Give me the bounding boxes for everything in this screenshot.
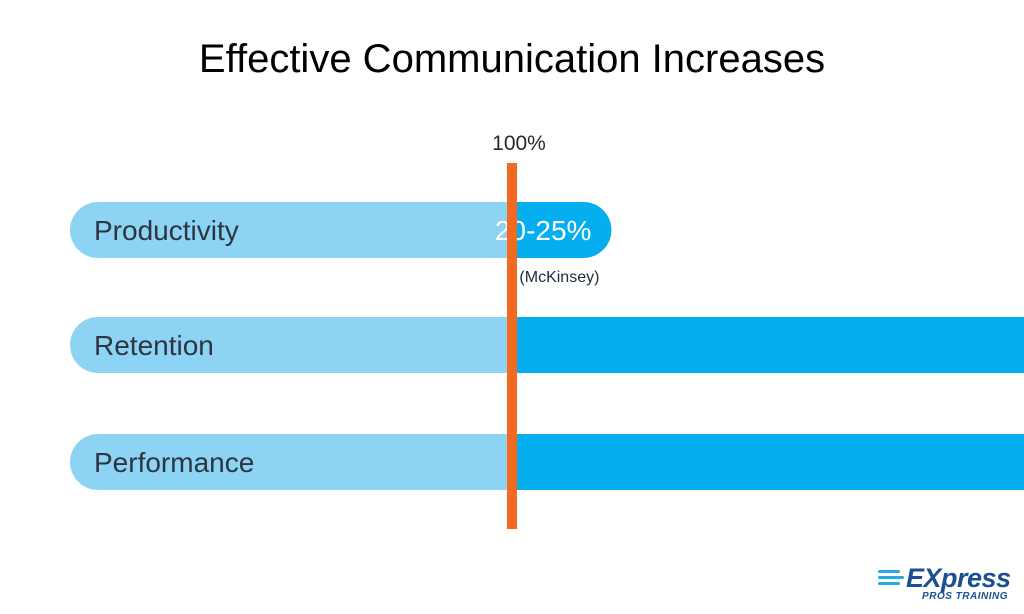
reference-line-label: 100% xyxy=(492,132,546,155)
logo-subtitle: PROS TRAINING xyxy=(922,591,1008,602)
source-label-productivity: (McKinsey) xyxy=(519,269,599,286)
baseline-bar-productivity xyxy=(70,202,512,258)
increase-bar-productivity xyxy=(512,202,612,258)
baseline-bar-performance xyxy=(70,434,513,490)
logo-stripes-icon xyxy=(878,570,908,590)
category-label-productivity: Productivity xyxy=(94,215,239,246)
category-label-performance: Performance xyxy=(94,447,254,478)
express-pros-logo: EXpress PROS TRAINING xyxy=(876,564,1012,604)
chart-title: Effective Communication Increases xyxy=(199,37,825,81)
reference-line-100-percent xyxy=(507,163,517,529)
bars-group: Productivity20-25%(McKinsey)Retention4.5… xyxy=(70,202,1024,490)
category-label-retention: Retention xyxy=(94,330,214,361)
logo-wordmark: EXpress xyxy=(906,563,1011,593)
baseline-bar-retention xyxy=(70,317,512,373)
increase-bar-retention xyxy=(512,317,1024,373)
increase-bar-performance xyxy=(512,434,1024,490)
